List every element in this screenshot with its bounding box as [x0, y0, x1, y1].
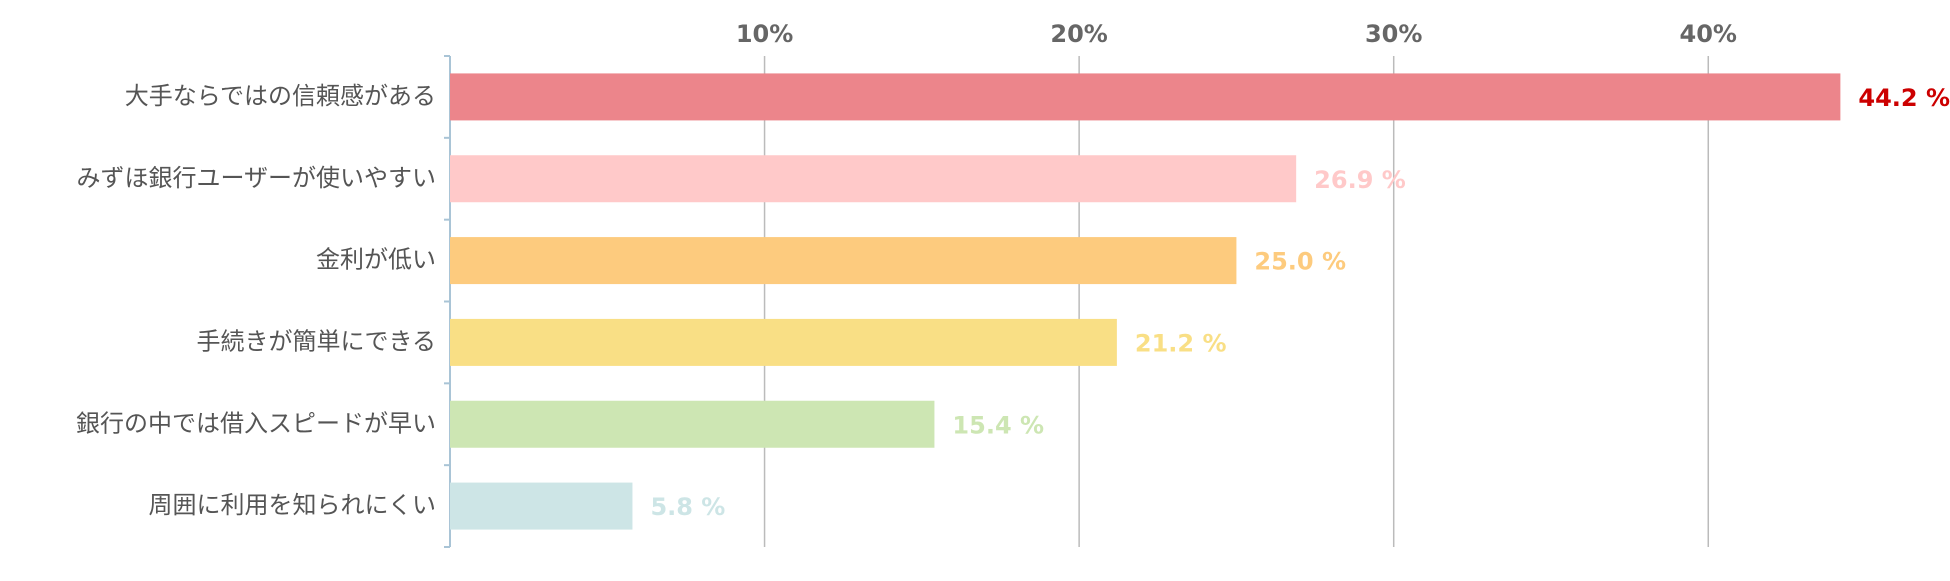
category-label: 金利が低い: [316, 246, 436, 274]
category-label: 大手ならではの信頼感がある: [125, 82, 436, 110]
value-label: 26.9 %: [1314, 166, 1406, 194]
bar: [450, 482, 633, 530]
value-label: 25.0 %: [1254, 248, 1346, 276]
x-tick-label: 30%: [1365, 20, 1422, 48]
value-label: 15.4 %: [952, 411, 1044, 439]
category-label: 銀行の中では借入スピードが早い: [76, 409, 436, 437]
x-tick-label: 20%: [1050, 20, 1107, 48]
category-label: 周囲に利用を知られにくい: [148, 491, 436, 519]
bar: [450, 318, 1117, 366]
bar: [450, 400, 935, 448]
value-label: 5.8 %: [650, 493, 725, 521]
value-label: 21.2 %: [1135, 329, 1227, 357]
x-tick-label: 10%: [736, 20, 793, 48]
bar: [450, 155, 1297, 203]
x-tick-label: 40%: [1680, 20, 1737, 48]
bar: [450, 237, 1237, 285]
value-label: 44.2 %: [1858, 84, 1950, 112]
bar: [450, 73, 1841, 121]
category-label: みずほ銀行ユーザーが使いやすい: [76, 164, 436, 192]
category-label: 手続きが簡単にできる: [196, 327, 436, 355]
